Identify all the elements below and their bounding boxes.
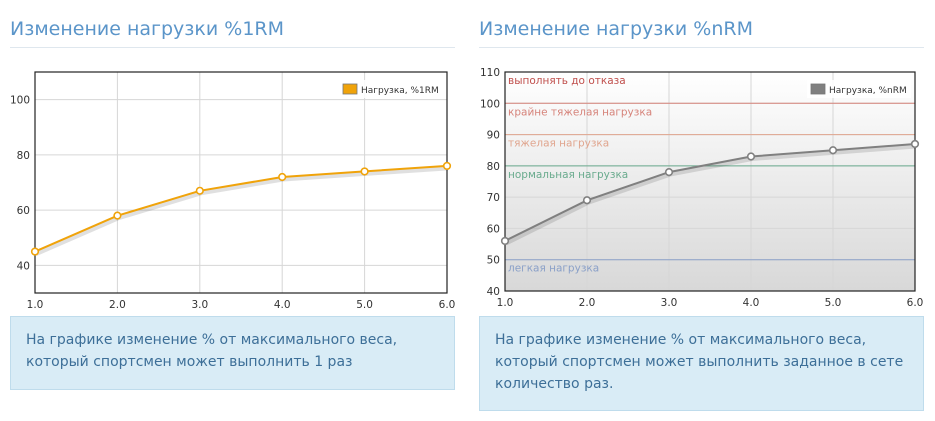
x-tick-label: 4.0 bbox=[743, 297, 760, 309]
y-tick-label: 110 bbox=[480, 67, 500, 79]
legend-box bbox=[339, 80, 443, 98]
y-tick-label: 90 bbox=[487, 130, 500, 142]
plot-border bbox=[504, 71, 916, 292]
line-chart-1rm: 40 60 80 100 1.0 2.0 3.0 4.0 5.0 6.0 Нагрузка, %1R… bbox=[10, 71, 455, 311]
zone-label: выполнять до отказа bbox=[508, 75, 626, 87]
y-tick-label: 40 bbox=[17, 260, 30, 272]
y-tick-label: 40 bbox=[487, 286, 500, 298]
chart-panel-nrm: Изменение нагрузки %nRM выполнять до отк… bbox=[479, 0, 924, 421]
data-point bbox=[113, 211, 122, 220]
data-point bbox=[828, 146, 838, 155]
data-point bbox=[746, 152, 756, 161]
data-point bbox=[910, 139, 920, 149]
title-divider bbox=[479, 47, 924, 48]
data-point bbox=[582, 196, 592, 205]
x-tick-label: 1.0 bbox=[27, 299, 44, 311]
x-tick-label: 2.0 bbox=[579, 297, 596, 309]
y-tick-label: 70 bbox=[487, 192, 500, 204]
x-tick-label: 3.0 bbox=[191, 299, 208, 311]
legend-box bbox=[807, 80, 911, 98]
data-point bbox=[500, 236, 510, 246]
series-line-shadow bbox=[504, 143, 917, 246]
line-chart-nrm: выполнять до отказа крайне тяжелая нагруз… bbox=[480, 67, 924, 309]
x-tick-label: 3.0 bbox=[661, 297, 678, 309]
x-tick-label: 5.0 bbox=[356, 299, 373, 311]
data-point bbox=[278, 172, 287, 182]
x-tick-label: 4.0 bbox=[274, 299, 291, 311]
data-point bbox=[664, 168, 674, 177]
x-tick-label: 2.0 bbox=[109, 299, 126, 311]
data-point bbox=[360, 167, 369, 176]
y-tick-label: 100 bbox=[480, 98, 500, 110]
y-tick-label: 100 bbox=[10, 95, 30, 107]
legend-label: Нагрузка, %1RM bbox=[361, 86, 439, 96]
info-text: На графике изменение % от максимального … bbox=[26, 332, 398, 370]
y-tick-label: 50 bbox=[487, 255, 500, 267]
plot-background bbox=[505, 72, 915, 291]
legend-label: Нагрузка, %nRM bbox=[829, 86, 907, 96]
legend-swatch bbox=[810, 83, 826, 95]
data-point bbox=[195, 186, 204, 195]
x-tick-label: 5.0 bbox=[825, 297, 842, 309]
legend-swatch bbox=[342, 83, 358, 95]
panel-title: Изменение нагрузки %nRM bbox=[479, 18, 753, 40]
panel-title: Изменение нагрузки %1RM bbox=[10, 18, 285, 40]
x-tick-label: 6.0 bbox=[439, 299, 455, 311]
x-tick-label: 1.0 bbox=[497, 297, 514, 309]
y-tick-label: 80 bbox=[487, 161, 500, 173]
y-tick-label: 60 bbox=[17, 205, 30, 217]
info-box: На графике изменение % от максимального … bbox=[479, 316, 924, 411]
y-tick-label: 60 bbox=[487, 223, 500, 235]
plot-background bbox=[35, 72, 447, 293]
y-tick-label: 80 bbox=[17, 150, 30, 162]
zone-label: нормальная нагрузка bbox=[508, 169, 628, 181]
title-divider bbox=[10, 47, 455, 48]
x-tick-label: 6.0 bbox=[907, 297, 924, 309]
data-point bbox=[30, 247, 40, 256]
data-point bbox=[442, 161, 452, 171]
info-text: На графике изменение % от максимального … bbox=[495, 332, 904, 392]
zone-label: легкая нагрузка bbox=[508, 263, 599, 275]
series-line bbox=[34, 164, 448, 253]
series-line bbox=[504, 143, 916, 242]
chart-panel-1rm: Изменение нагрузки %1RM 40 60 80 100 1.0 2.0 3… bbox=[10, 0, 455, 421]
zone-label: крайне тяжелая нагрузка bbox=[508, 106, 652, 118]
plot-border bbox=[34, 71, 448, 294]
zone-label: тяжелая нагрузка bbox=[508, 138, 609, 150]
info-box: На графике изменение % от максимального … bbox=[10, 316, 455, 390]
series-line-shadow bbox=[35, 165, 449, 256]
